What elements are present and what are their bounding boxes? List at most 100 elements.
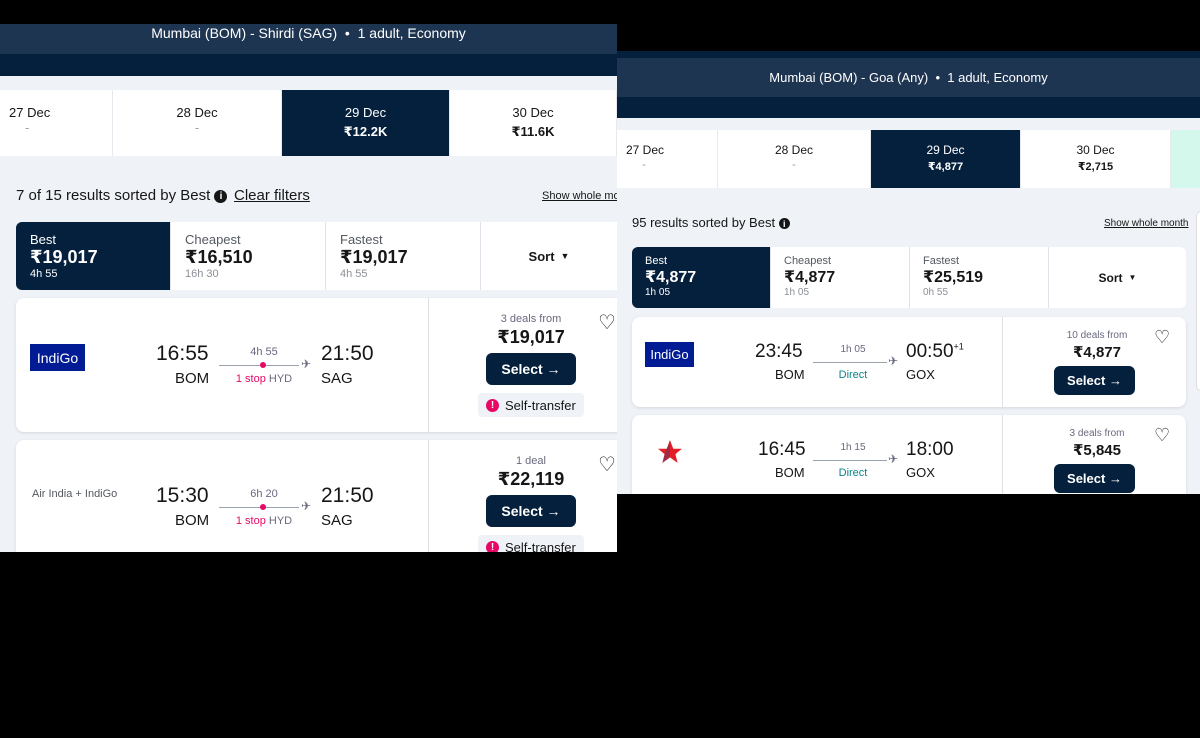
results-count: 7 of 15 results sorted by Best: [16, 187, 211, 204]
tab-cheapest[interactable]: Cheapest ₹4,877 1h 05: [771, 247, 910, 308]
right-search-panel: Mumbai (BOM) - Goa (Any) • 1 adult, Econ…: [617, 51, 1200, 494]
departure-airport: BOM: [175, 512, 210, 529]
tab-price: ₹16,510: [185, 247, 253, 267]
tab-best[interactable]: Best ₹19,017 4h 55: [16, 222, 171, 290]
stops-info: 1 stop HYD: [219, 515, 309, 527]
flight-duration: 6h 20: [250, 488, 278, 500]
arrival-time: 18:00: [906, 439, 954, 460]
flight-price: ₹19,017: [497, 327, 565, 347]
sort-dropdown[interactable]: Sort ▼: [1049, 247, 1186, 308]
tab-label: Cheapest: [185, 232, 241, 247]
stop-dot: [260, 362, 266, 368]
arrival-airport: GOX: [906, 465, 935, 480]
date-29-dec[interactable]: 29 Dec ₹12.2K: [282, 90, 450, 156]
date-30-dec[interactable]: 30 Dec ₹11.6K: [450, 90, 617, 156]
search-summary-header[interactable]: Mumbai (BOM) - Goa (Any) • 1 adult, Econ…: [617, 58, 1200, 97]
stop-dot: [260, 504, 266, 510]
passengers-text: 1 adult, Economy: [357, 25, 466, 41]
departure-time: 16:45: [758, 439, 806, 460]
tab-label: Fastest: [923, 255, 960, 267]
departure-time: 16:55: [156, 342, 209, 365]
indigo-logo: IndiGo: [30, 344, 85, 371]
flight-duration: 4h 55: [250, 346, 278, 358]
card-divider: [428, 440, 429, 552]
date-28-dec[interactable]: 28 Dec -: [113, 90, 282, 156]
route-line: [813, 362, 887, 363]
flight-card[interactable]: IndiGo 16:55 BOM 4h 55 ✈ 1 stop HYD 21:5…: [16, 298, 617, 432]
route-line: [219, 365, 299, 366]
heart-icon[interactable]: ♡: [1154, 327, 1171, 347]
heart-icon[interactable]: ♡: [1154, 425, 1171, 445]
tab-price: ₹4,877: [784, 269, 836, 286]
arrival-time: 00:50+1: [906, 341, 964, 363]
select-button[interactable]: Select →: [1054, 366, 1135, 395]
date-price: ₹2,715: [1077, 161, 1114, 173]
tab-best[interactable]: Best ₹4,877 1h 05: [632, 247, 771, 308]
plane-icon: ✈: [301, 499, 312, 513]
date-label: 27 Dec: [9, 105, 51, 120]
card-divider: [428, 298, 429, 432]
select-button[interactable]: Select →: [486, 353, 576, 385]
tab-fastest[interactable]: Fastest ₹19,017 4h 55: [326, 222, 481, 290]
tab-label: Cheapest: [784, 255, 832, 267]
self-transfer-badge: ! Self-transfer: [478, 393, 584, 417]
show-whole-month-link[interactable]: Show whole mo: [542, 190, 617, 202]
tab-cheapest[interactable]: Cheapest ₹16,510 16h 30: [171, 222, 326, 290]
sort-label: Sort: [1098, 270, 1123, 285]
date-28-dec[interactable]: 28 Dec -: [718, 130, 871, 188]
caret-down-icon: ▼: [560, 251, 570, 261]
date-label: 28 Dec: [774, 143, 814, 157]
show-whole-month-link[interactable]: Show whole month: [1104, 218, 1189, 229]
date-30-dec[interactable]: 30 Dec ₹2,715: [1021, 130, 1171, 188]
date-27-dec[interactable]: 27 Dec -: [0, 90, 113, 156]
flight-card[interactable]: 16:45 BOM 1h 15 ✈ Direct 18:00 GOX 3 dea…: [632, 415, 1186, 494]
stop-airport: HYD: [268, 515, 293, 527]
heart-icon[interactable]: ♡: [598, 454, 616, 476]
search-summary-header[interactable]: Mumbai (BOM) - Shirdi (SAG) • 1 adult, E…: [0, 24, 617, 54]
tab-label: Best: [30, 232, 57, 247]
passengers-text: 1 adult, Economy: [947, 70, 1048, 85]
departure-airport: BOM: [775, 367, 805, 382]
sort-dropdown[interactable]: Sort ▼: [481, 222, 617, 290]
date-29-dec[interactable]: 29 Dec ₹4,877: [871, 130, 1021, 188]
separator-dot: •: [341, 25, 354, 41]
plane-icon: ✈: [301, 357, 312, 371]
self-transfer-badge: ! Self-transfer: [478, 535, 584, 552]
clear-filters-link[interactable]: Clear filters: [234, 187, 310, 204]
flight-card[interactable]: Air India + IndiGo 15:30 BOM 6h 20 ✈ 1 s…: [16, 440, 617, 552]
tab-time: 4h 55: [340, 268, 368, 280]
departure-time: 23:45: [755, 341, 803, 362]
caret-down-icon: ▼: [1128, 273, 1137, 282]
heart-icon[interactable]: ♡: [598, 312, 616, 334]
flight-price: ₹4,877: [1073, 344, 1121, 361]
date-27-dec[interactable]: 27 Dec -: [617, 130, 718, 188]
deals-count: 3 deals from: [1069, 428, 1125, 439]
stop-airport: HYD: [268, 373, 293, 385]
tab-time: 1h 05: [784, 287, 810, 298]
date-label: 27 Dec: [626, 143, 665, 157]
flight-duration: 1h 15: [840, 442, 866, 453]
info-icon[interactable]: i: [778, 218, 790, 230]
arrival-time: 21:50: [321, 484, 374, 507]
airline-name: Air India + IndiGo: [32, 488, 118, 500]
tab-fastest[interactable]: Fastest ₹25,519 0h 55: [910, 247, 1049, 308]
sort-label: Sort: [528, 248, 555, 264]
badge-text: Self-transfer: [505, 539, 576, 553]
date-price: -: [642, 157, 646, 171]
select-button[interactable]: Select →: [486, 495, 576, 527]
red-star-logo: [658, 440, 682, 463]
info-icon[interactable]: i: [214, 189, 228, 203]
date-label: 29 Dec: [344, 105, 387, 120]
tab-time: 16h 30: [185, 268, 219, 280]
deals-count: 10 deals from: [1066, 330, 1128, 341]
departure-airport: BOM: [175, 370, 210, 387]
side-panel-edge: [1196, 211, 1200, 391]
select-button[interactable]: Select →: [1054, 464, 1135, 493]
flight-card[interactable]: IndiGo 23:45 BOM 1h 05 ✈ Direct 00:50+1 …: [632, 317, 1186, 407]
departure-time: 15:30: [156, 484, 209, 507]
date-label: 29 Dec: [926, 143, 965, 157]
direct-label: Direct: [838, 467, 868, 479]
tab-time: 1h 05: [645, 287, 671, 298]
date-label: 28 Dec: [176, 105, 218, 120]
date-31-dec-partial[interactable]: [1171, 130, 1200, 188]
